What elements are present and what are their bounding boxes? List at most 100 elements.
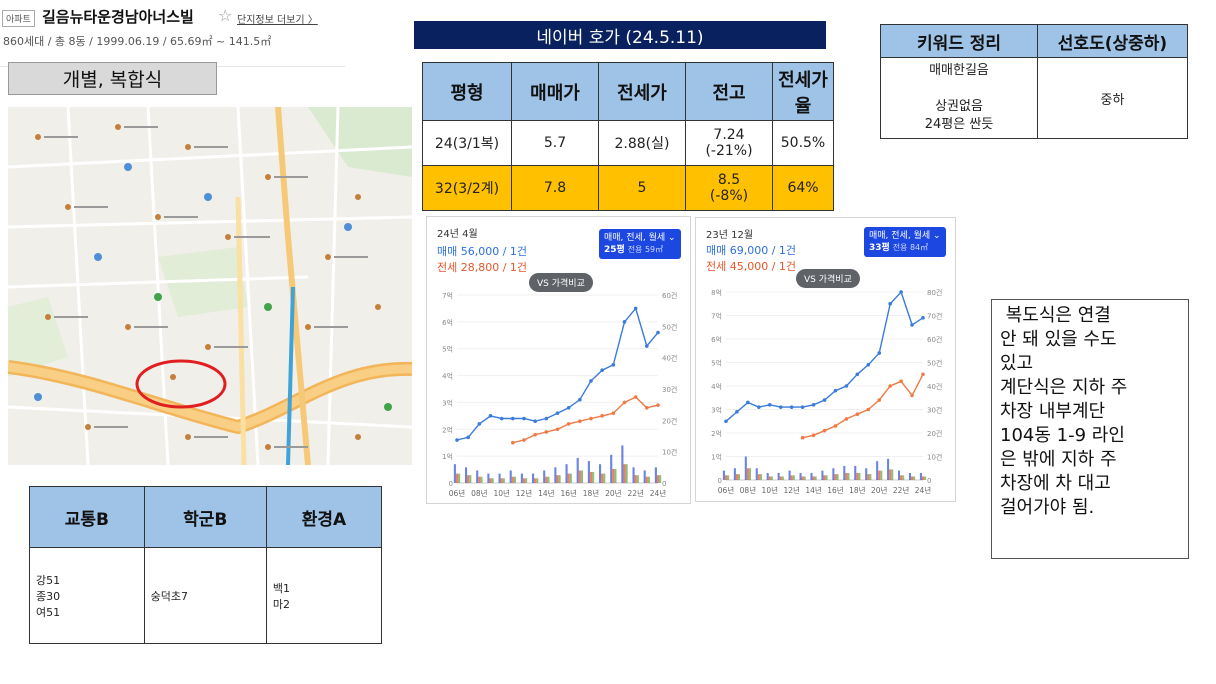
trade-type-filter[interactable]: 매매, 전세, 월세 ⌄ 33평 전용 84㎡ xyxy=(864,227,946,257)
data-point xyxy=(622,400,627,405)
y2-tick-label: 10건 xyxy=(927,453,942,462)
volume-bar xyxy=(733,468,736,480)
volume-bar xyxy=(625,464,628,483)
data-point xyxy=(833,388,838,393)
volume-bar xyxy=(498,473,501,483)
volume-bar xyxy=(654,467,657,483)
data-point xyxy=(866,363,871,367)
volume-bar xyxy=(854,465,857,480)
vs-compare-button[interactable]: VS 가격비교 xyxy=(796,269,860,288)
y-tick-label: 3억 xyxy=(442,399,453,407)
data-point xyxy=(566,406,571,410)
data-point xyxy=(645,406,649,410)
volume-bar xyxy=(511,476,514,483)
volume-bar xyxy=(610,454,613,483)
x-tick-label: 24년 xyxy=(915,485,932,495)
jeonse-ratio-cell: 50.5% xyxy=(772,120,834,166)
data-point xyxy=(855,372,860,377)
volume-bar xyxy=(847,472,850,480)
transport-details: 강51 종30 여51 xyxy=(29,547,145,644)
volume-bar xyxy=(737,474,741,480)
jeonse-ratio-header: 전세가율 xyxy=(772,62,834,121)
keyword-line: 상권없음 xyxy=(935,99,983,114)
y-tick-label: 7억 xyxy=(711,313,722,321)
volume-bar xyxy=(744,456,747,480)
data-point xyxy=(622,320,627,324)
volume-bar xyxy=(545,476,548,483)
volume-bar xyxy=(834,474,837,480)
complex-info-more-link[interactable]: 단지정보 더보기 〉 xyxy=(237,15,318,26)
notes-box: 복도식은 연결 안 돼 있을 수도 있고 계단식은 지하 주 차장 내부계단 1… xyxy=(991,299,1189,559)
x-tick-label: 08년 xyxy=(740,485,757,495)
chevron-down-icon: ⌄ xyxy=(933,231,941,241)
y-tick-label: 1억 xyxy=(442,453,453,461)
data-point xyxy=(757,405,761,409)
environment-details: 백1 마2 xyxy=(265,547,383,644)
size-detail: 전용 84㎡ xyxy=(892,243,929,252)
price-chart: 0 1억 2억 3억 4억 5억 6억 7억 8억 0 10건 20건 30건 40건 50건 60건 70건 8… xyxy=(711,288,942,495)
price-chart: 0 1억 2억 3억 4억 5억 6억 7억 0 10건 20건 30건 40건 50건 60건 06년 08년… xyxy=(442,291,677,498)
previous-high-cell: 7.24 (-21%) xyxy=(685,120,773,166)
volume-bar xyxy=(755,468,758,480)
data-point xyxy=(511,416,515,421)
data-point xyxy=(645,344,649,348)
volume-bar xyxy=(799,472,802,480)
heating-type-label: 개별, 복합식 xyxy=(8,62,217,95)
data-point xyxy=(656,403,660,407)
volume-bar xyxy=(770,476,773,480)
data-point xyxy=(555,427,560,432)
x-tick-label: 16년 xyxy=(827,485,844,495)
x-tick-label: 22년 xyxy=(893,485,910,495)
volume-bar xyxy=(889,469,892,480)
volume-bar xyxy=(735,474,738,480)
data-point xyxy=(477,422,482,426)
volume-bar xyxy=(724,475,728,480)
location-map[interactable] xyxy=(8,107,412,465)
data-point xyxy=(600,368,604,372)
transport-detail-line: 여51 xyxy=(36,605,61,619)
volume-bar xyxy=(455,473,459,483)
x-tick-label: 06년 xyxy=(718,485,735,495)
volume-bar xyxy=(919,472,922,480)
jeonse-price-cell: 2.88(실) xyxy=(598,120,686,166)
volume-bar xyxy=(487,473,490,483)
volume-bar xyxy=(598,464,602,483)
size-detail: 전용 59㎡ xyxy=(627,245,664,254)
filter-label: 매매, 전세, 월세 xyxy=(604,233,666,243)
y2-tick-label: 10건 xyxy=(662,448,677,457)
volume-bar xyxy=(858,472,861,480)
volume-bar xyxy=(469,475,472,483)
data-point xyxy=(811,403,816,407)
volume-bar xyxy=(614,468,617,483)
volume-bar xyxy=(924,476,927,480)
data-point xyxy=(855,412,860,416)
sale-summary: 매매 69,000 / 1건 xyxy=(706,244,797,257)
data-point xyxy=(656,330,660,335)
volume-bar xyxy=(645,476,648,483)
y2-tick-label: 30건 xyxy=(927,406,942,415)
volume-bar xyxy=(880,470,883,480)
data-point xyxy=(533,419,537,424)
data-point xyxy=(511,440,515,445)
x-tick-label: 14년 xyxy=(805,485,822,495)
data-point xyxy=(877,351,882,355)
data-point xyxy=(589,379,593,383)
volume-bar xyxy=(567,473,570,483)
trade-type-filter[interactable]: 매매, 전세, 월세 ⌄ 25평 전용 59㎡ xyxy=(599,229,681,259)
favorite-star-icon[interactable]: ☆ xyxy=(218,6,233,25)
data-point xyxy=(455,438,459,442)
volume-bar xyxy=(576,457,579,483)
vs-compare-button[interactable]: VS 가격비교 xyxy=(529,273,593,292)
previous-high-cell: 8.5 (-8%) xyxy=(685,165,773,211)
data-point xyxy=(611,411,616,415)
volume-bar xyxy=(790,475,793,480)
volume-bar xyxy=(821,470,824,480)
volume-bar xyxy=(748,468,751,480)
data-point xyxy=(899,290,903,294)
volume-bar xyxy=(592,472,595,483)
volume-bar xyxy=(843,465,846,480)
volume-bar xyxy=(558,475,561,483)
data-point xyxy=(533,432,537,437)
y2-tick-label: 60건 xyxy=(927,335,942,344)
volume-bar xyxy=(467,475,470,483)
